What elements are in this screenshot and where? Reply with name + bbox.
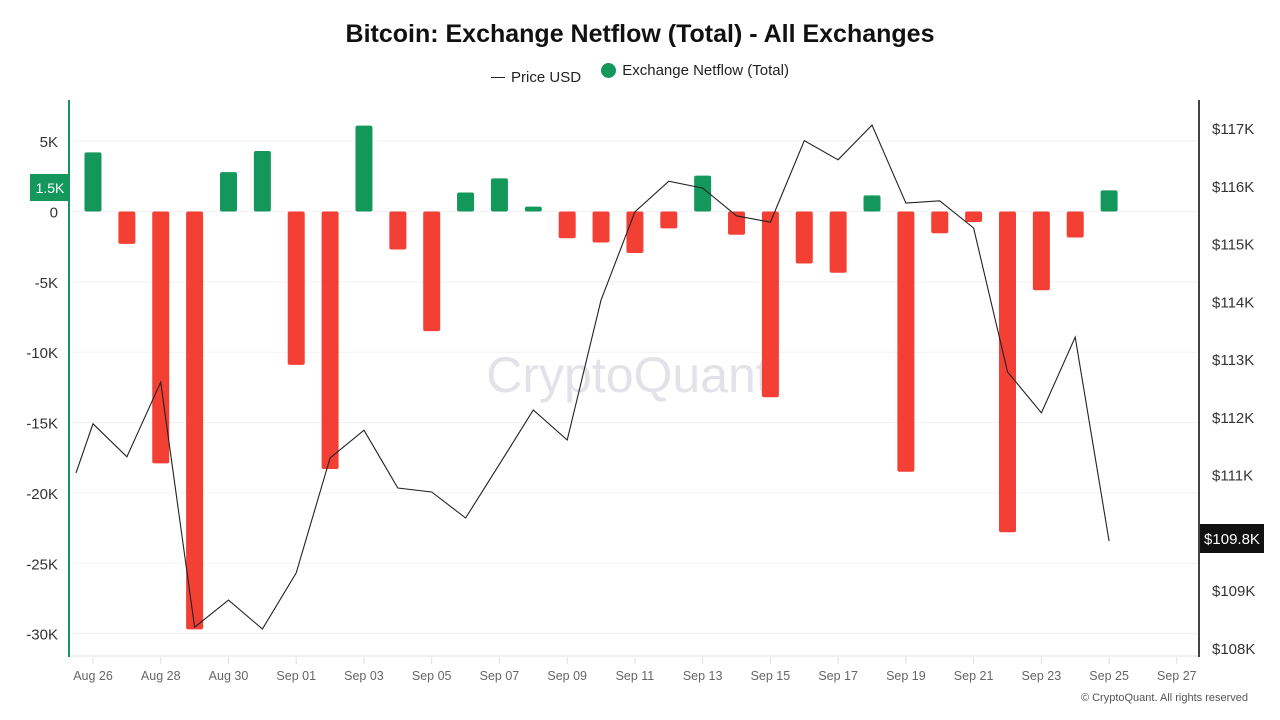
netflow-bar[interactable] bbox=[1100, 190, 1118, 212]
x-tick-label: Sep 25 bbox=[1089, 669, 1129, 683]
netflow-bar[interactable] bbox=[897, 211, 915, 472]
price-line bbox=[75, 124, 1110, 630]
netflow-bar[interactable] bbox=[795, 211, 813, 264]
chart-title: Bitcoin: Exchange Netflow (Total) - All … bbox=[345, 20, 935, 48]
x-tick-label: Sep 05 bbox=[412, 669, 452, 683]
watermark: CryptoQuant bbox=[486, 347, 770, 403]
right-tick-label: $109K bbox=[1212, 583, 1255, 600]
left-tick-label: -25K bbox=[26, 556, 58, 573]
x-tick-label: Sep 19 bbox=[886, 669, 926, 683]
netflow-bar[interactable] bbox=[84, 152, 102, 212]
netflow-bar[interactable] bbox=[321, 211, 339, 469]
netflow-bar[interactable] bbox=[626, 211, 644, 254]
left-value-badge: 1.5K bbox=[30, 174, 69, 201]
left-tick-label: -5K bbox=[35, 275, 58, 292]
legend: Price USD Exchange Netflow (Total) bbox=[0, 62, 1280, 86]
legend-item-price[interactable]: Price USD bbox=[491, 69, 581, 86]
x-tick-label: Aug 26 bbox=[73, 669, 113, 683]
right-tick-label: $117K bbox=[1212, 121, 1254, 138]
left-tick-label: -20K bbox=[26, 486, 58, 503]
left-tick-label: 0 bbox=[50, 205, 58, 222]
x-tick-label: Sep 17 bbox=[818, 669, 858, 683]
netflow-bar[interactable] bbox=[592, 211, 610, 243]
netflow-bar[interactable] bbox=[558, 211, 576, 239]
right-tick-label: $111K bbox=[1212, 468, 1253, 485]
netflow-bar[interactable] bbox=[186, 211, 204, 630]
legend-label-netflow: Exchange Netflow (Total) bbox=[622, 62, 789, 79]
left-badge-label: 1.5K bbox=[36, 180, 65, 196]
right-tick-label: $113K bbox=[1212, 352, 1254, 369]
right-tick-label: $108K bbox=[1212, 641, 1255, 658]
netflow-bars bbox=[84, 125, 1118, 630]
x-tick-label: Aug 30 bbox=[209, 669, 249, 683]
x-tick-label: Sep 21 bbox=[954, 669, 994, 683]
x-tick-label: Sep 07 bbox=[480, 669, 520, 683]
netflow-bar[interactable] bbox=[118, 211, 136, 244]
dot-swatch-icon bbox=[601, 63, 617, 78]
right-tick-label: $115K bbox=[1212, 237, 1254, 254]
netflow-bar[interactable] bbox=[694, 175, 712, 212]
right-tick-label: $114K bbox=[1212, 294, 1254, 311]
line-swatch-icon bbox=[491, 77, 506, 78]
legend-item-netflow[interactable]: Exchange Netflow (Total) bbox=[601, 62, 789, 79]
x-axis-ticks: Aug 26 Aug 28 Aug 30 Sep 01 Sep 03 Sep 05 Sep … bbox=[73, 657, 1197, 683]
netflow-bar[interactable] bbox=[287, 211, 305, 365]
netflow-bar[interactable] bbox=[253, 150, 271, 212]
netflow-bar[interactable] bbox=[1066, 211, 1084, 238]
right-value-badge: $109.8K bbox=[1200, 524, 1264, 553]
right-axis-ticks: $117K $116K $115K $114K $113K $112K $111K $109K… bbox=[1212, 121, 1255, 658]
netflow-bar[interactable] bbox=[423, 211, 441, 332]
left-tick-label: -10K bbox=[26, 345, 58, 362]
x-tick-label: Sep 11 bbox=[616, 669, 655, 683]
right-badge-label: $109.8K bbox=[1204, 531, 1260, 548]
netflow-bar[interactable] bbox=[965, 211, 983, 223]
netflow-bar[interactable] bbox=[931, 211, 949, 234]
netflow-bar[interactable] bbox=[524, 206, 542, 212]
netflow-bar[interactable] bbox=[490, 178, 508, 212]
x-tick-label: Sep 03 bbox=[344, 669, 384, 683]
netflow-bar[interactable] bbox=[660, 211, 678, 229]
x-tick-label: Aug 28 bbox=[141, 669, 181, 683]
x-tick-label: Sep 09 bbox=[547, 669, 587, 683]
left-tick-label: -30K bbox=[26, 627, 58, 644]
netflow-bar[interactable] bbox=[728, 211, 746, 235]
netflow-bar[interactable] bbox=[457, 192, 475, 212]
right-tick-label: $116K bbox=[1212, 179, 1254, 196]
x-tick-label: Sep 13 bbox=[683, 669, 723, 683]
x-tick-label: Sep 01 bbox=[276, 669, 316, 683]
x-tick-label: Sep 23 bbox=[1022, 669, 1062, 683]
legend-label-price: Price USD bbox=[511, 69, 582, 86]
netflow-bar[interactable] bbox=[829, 211, 847, 273]
netflow-bar[interactable] bbox=[761, 211, 779, 398]
netflow-bar[interactable] bbox=[863, 195, 881, 212]
x-tick-label: Sep 27 bbox=[1157, 669, 1197, 683]
x-tick-label: Sep 15 bbox=[751, 669, 791, 683]
left-tick-label: -15K bbox=[26, 416, 58, 433]
copyright-notice: © CryptoQuant. All rights reserved bbox=[1080, 692, 1248, 704]
netflow-bar[interactable] bbox=[389, 211, 407, 250]
left-tick-label: 5K bbox=[40, 134, 58, 151]
netflow-bar[interactable] bbox=[1032, 211, 1050, 291]
right-tick-label: $112K bbox=[1212, 410, 1254, 427]
netflow-bar[interactable] bbox=[219, 172, 237, 212]
left-axis-ticks: 5K 0 -5K -10K -15K -20K -25K -30K bbox=[26, 134, 58, 643]
netflow-bar[interactable] bbox=[355, 125, 373, 212]
netflow-bar[interactable] bbox=[152, 211, 170, 464]
